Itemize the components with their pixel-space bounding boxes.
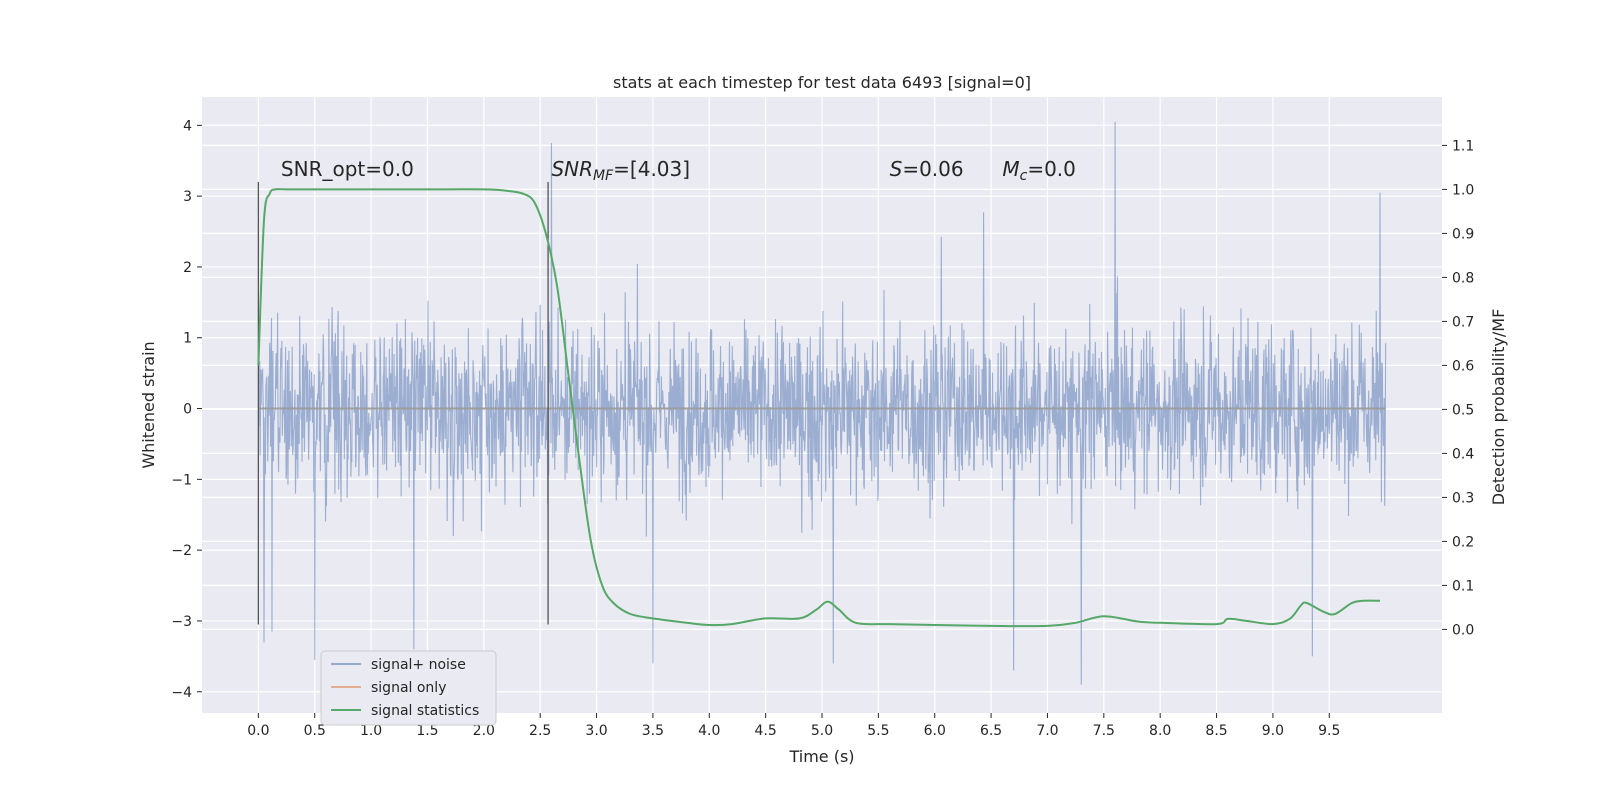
x-tick-labels: 0.0 0.5 1.0 1.5 2.0 2.5 3.0 3.5 4.0 4.5 5.0 5.5 6.0 6…	[247, 713, 1340, 739]
x-axis-label: Time (s)	[788, 747, 854, 766]
x-tick-label: 1.5	[416, 723, 438, 739]
x-tick-label: 3.5	[642, 723, 664, 739]
legend-label-signal-plus-noise: signal+ noise	[371, 657, 466, 673]
y2-tick-label: 0.3	[1452, 490, 1474, 506]
annotations: SNR_opt=0.0 SNRMF=[4.03] S=0.06 Mc=0.0	[281, 157, 1076, 184]
x-tick-label: 9.0	[1262, 723, 1284, 739]
y2-tick-label: 0.9	[1452, 226, 1474, 242]
x-tick-label: 4.5	[755, 723, 777, 739]
annotation-part: =0.06	[902, 157, 963, 181]
y2-tick-label: 0.2	[1452, 534, 1474, 550]
y2-tick-label: 0.0	[1452, 622, 1474, 638]
y-tick-label: −4	[171, 685, 192, 701]
annotation-mc-value: Mc=0.0	[1002, 157, 1076, 184]
signal-statistics-line	[257, 188, 1381, 628]
x-tick-label: 8.0	[1149, 723, 1171, 739]
y-tick-labels: 4 3 2 1 0 −1 −2 −3 −4	[171, 118, 202, 701]
x-tick-label: 4.0	[698, 723, 720, 739]
y-tick-label: 4	[183, 118, 192, 134]
annotation-part: c	[1020, 168, 1028, 184]
series-signal-statistics	[257, 188, 1381, 628]
y-tick-label: 0	[183, 402, 192, 418]
legend-label-signal-statistics: signal statistics	[371, 703, 479, 719]
x-tick-label: 7.5	[1093, 723, 1115, 739]
annotation-part: MF	[593, 168, 614, 184]
annotation-part: =[4.03]	[613, 157, 690, 181]
y2-tick-label: 0.6	[1452, 358, 1474, 374]
y2-tick-label: 0.1	[1452, 578, 1474, 594]
x-tick-label: 2.0	[473, 723, 495, 739]
x-tick-label: 6.0	[924, 723, 946, 739]
annotation-snr-opt: SNR_opt=0.0	[281, 157, 414, 181]
x-tick-label: 7.0	[1036, 723, 1058, 739]
y2-axis-label: Detection probability/MF	[1489, 309, 1508, 506]
x-tick-label: 3.0	[585, 723, 607, 739]
x-tick-label: 8.5	[1205, 723, 1227, 739]
y-axis-label: Whitened strain	[139, 341, 158, 468]
y-tick-label: 1	[183, 331, 192, 347]
y2-tick-label: 1.1	[1452, 138, 1474, 154]
legend-label-signal-only: signal only	[371, 680, 446, 696]
y2-tick-label: 0.5	[1452, 402, 1474, 418]
x-tick-label: 5.0	[811, 723, 833, 739]
x-tick-label: 0.5	[304, 723, 326, 739]
vertical-markers	[257, 181, 549, 625]
legend: signal+ noise signal only signal statist…	[320, 650, 497, 726]
y-tick-label: −2	[171, 543, 192, 559]
y-tick-label: 3	[183, 189, 192, 205]
x-tick-label: 0.0	[247, 723, 269, 739]
y2-tick-label: 0.8	[1452, 270, 1474, 286]
x-tick-label: 6.5	[980, 723, 1002, 739]
x-tick-label: 5.5	[867, 723, 889, 739]
y-tick-label: −3	[171, 614, 192, 630]
annotation-part: =0.0	[1027, 157, 1076, 181]
annotation-part: SNR_opt=0.0	[281, 157, 414, 181]
y2-tick-label: 0.7	[1452, 314, 1474, 330]
annotation-part: M	[1002, 157, 1019, 181]
chart-title: stats at each timestep for test data 649…	[613, 73, 1031, 92]
y-tick-label: 2	[183, 260, 192, 276]
annotation-part: S	[890, 157, 903, 181]
annotation-part: SNR	[551, 157, 593, 181]
y2-tick-label: 0.4	[1452, 446, 1474, 462]
annotation-snr-mf: SNRMF=[4.03]	[551, 157, 690, 184]
y2-tick-labels: 1.1 1.0 0.9 0.8 0.7 0.6 0.5 0.4 0.3 0.2 0.1 0.0	[1442, 138, 1474, 638]
x-tick-label: 2.5	[529, 723, 551, 739]
y-tick-label: −1	[171, 472, 192, 488]
legend-box	[320, 650, 497, 726]
x-tick-label: 1.0	[360, 723, 382, 739]
x-tick-label: 9.5	[1318, 723, 1340, 739]
y2-tick-label: 1.0	[1452, 182, 1474, 198]
annotation-s-value: S=0.06	[890, 157, 964, 181]
